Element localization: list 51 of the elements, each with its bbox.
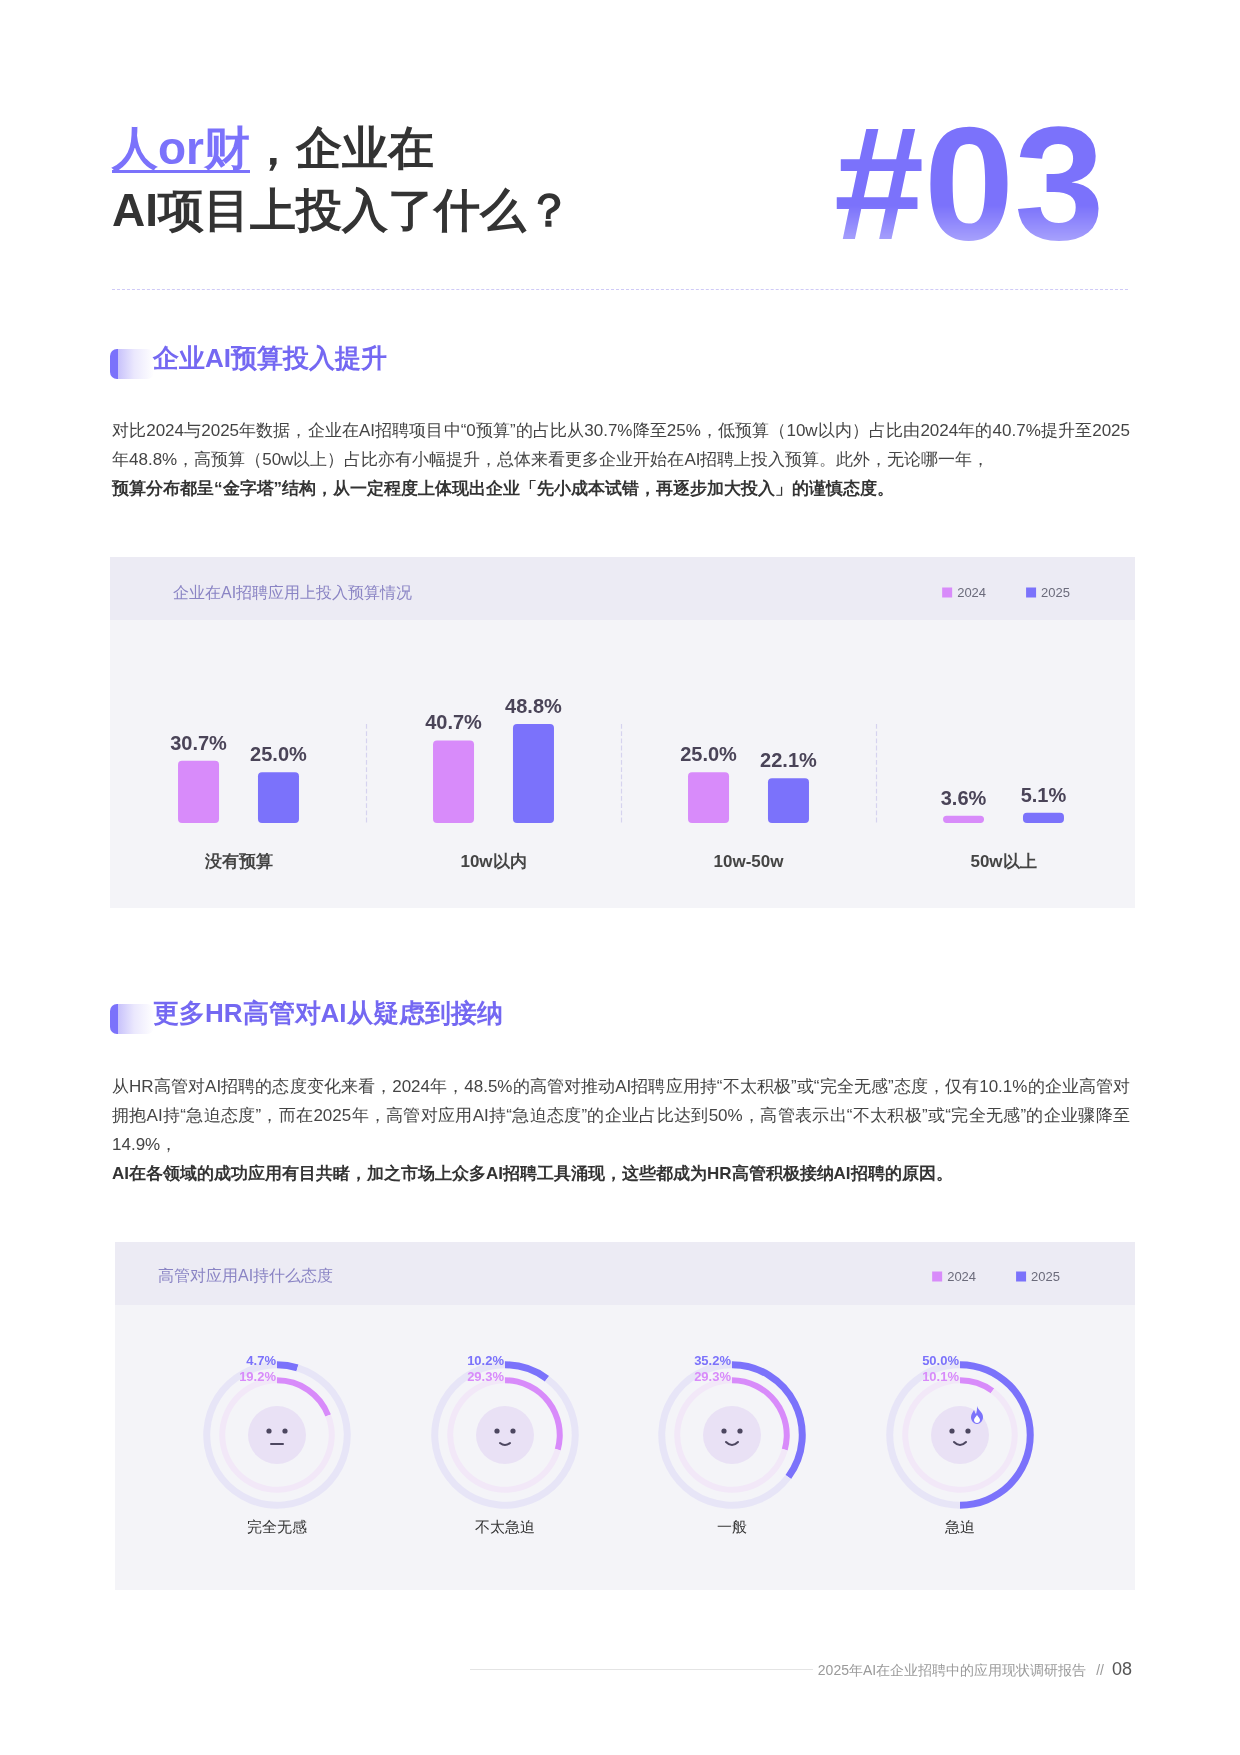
text: 完全无感	[247, 1517, 307, 1535]
text: 对比2024与2025年数据，企业在AI招聘项目中“0预算”的占比从30.7%降至25%，低预算（10w以内）占比由2024年的40.7%提升至2025年48.8%，高预算（50w以上）占比亦有小幅提升，总体来看更多企业开始在AI招聘上投入预算。此外，无论哪一年，	[112, 421, 1130, 469]
data-label: 22.1%	[760, 749, 818, 772]
text: //	[1096, 1662, 1104, 1678]
data-label: 10.1%	[922, 1368, 960, 1384]
x-tick-label: 10w-50w	[713, 852, 785, 871]
chart-title: 高管对应用AI持什么态度	[158, 1266, 334, 1284]
bar	[512, 724, 554, 823]
bar	[943, 815, 985, 823]
chart-title: 企业在AI招聘应用上投入预算情况	[173, 583, 413, 601]
text: AI项目上投入了什么？	[112, 184, 572, 236]
legend-label: 2024	[947, 1269, 977, 1284]
bar	[767, 778, 809, 823]
text: 更多HR高管对AI从疑虑到接纳	[153, 998, 503, 1028]
data-label: 35.2%	[694, 1352, 732, 1368]
x-tick-label: 50w以上	[970, 852, 1037, 871]
text: AI在各领域的成功应用有目共睹，加之市场上众多AI招聘工具涌现，这些都成为HR高管积极接纳AI招聘的原因。	[112, 1164, 953, 1183]
data-label: 5.1%	[1020, 783, 1067, 806]
text: 08	[1111, 1659, 1132, 1679]
bar	[688, 772, 730, 823]
data-label: 40.7%	[425, 711, 483, 734]
text: 不太急迫	[475, 1517, 535, 1535]
text: ，企业在	[250, 122, 434, 174]
bar	[178, 760, 220, 823]
data-label: 4.7%	[246, 1352, 277, 1368]
data-label: 25.0%	[250, 743, 308, 766]
data-label: 19.2%	[239, 1368, 277, 1384]
bar	[1022, 812, 1064, 823]
text: 人or财	[112, 122, 250, 174]
legend-label: 2024	[957, 585, 987, 600]
text: 从HR高管对AI招聘的态度变化来看，2024年，48.5%的高管对推动AI招聘应用持“不太积极”或“完全无感”态度，仅有10.1%的企业高管对拥抱AI持“急迫态度”，而在2025年，高管对应用AI持“急迫态度”的企业占比达到50%，高管表示出“不太积极”或“完全无感”的企业骤降至14.9%，	[112, 1077, 1130, 1154]
data-label: 50.0%	[922, 1352, 960, 1368]
data-label: 30.7%	[170, 731, 228, 754]
text: 急迫	[944, 1517, 975, 1535]
text: 企业AI预算投入提升	[153, 343, 387, 373]
data-label: 48.8%	[505, 695, 563, 717]
text: 一般	[717, 1517, 747, 1535]
x-tick-label: 10w以内	[460, 852, 527, 871]
data-label: 3.6%	[940, 786, 987, 809]
data-label: 10.2%	[467, 1352, 505, 1368]
text: #03	[834, 92, 1105, 273]
data-label: 29.3%	[467, 1368, 505, 1384]
legend-label: 2025	[1041, 585, 1070, 600]
text: 2025年AI在企业招聘中的应用现状调研报告	[817, 1662, 1087, 1678]
data-label: 25.0%	[680, 743, 738, 766]
bar	[433, 740, 475, 823]
text: 预算分布都呈“金字塔”结构，从一定程度上体现出企业「先小成本试错，再逐步加大投入」的谨慎态度。	[112, 479, 894, 498]
x-tick-label: 没有预算	[203, 852, 273, 871]
bar	[257, 772, 299, 823]
data-label: 29.3%	[694, 1368, 732, 1384]
legend-label: 2025	[1031, 1269, 1060, 1284]
